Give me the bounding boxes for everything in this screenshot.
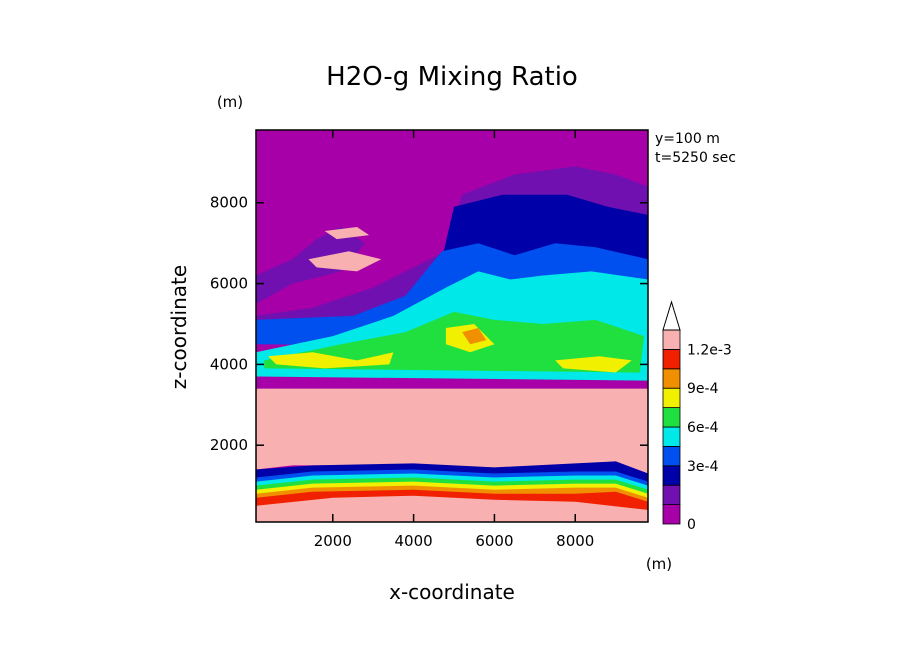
contour-region-13 <box>324 227 370 240</box>
info-line-y: y=100 m <box>655 131 720 147</box>
contour-region-12 <box>308 251 382 272</box>
colorbar-band-2 <box>662 465 681 486</box>
contour-region-2 <box>256 227 366 304</box>
x-ticks: 2000 4000 6000 8000 <box>314 130 594 550</box>
colorbar-band-7 <box>662 368 681 389</box>
plot-frame <box>255 129 649 523</box>
contour-field <box>256 130 648 522</box>
y-ticks: 2000 4000 6000 8000 <box>210 194 648 454</box>
x-tick-label: 4000 <box>395 532 433 550</box>
colorbar-band-1 <box>662 484 681 506</box>
y-unit-label: (m) <box>217 93 243 111</box>
colorbar-band-4 <box>662 426 681 447</box>
x-unit-label: (m) <box>646 555 672 573</box>
chart-title: H2O-g Mixing Ratio <box>326 62 578 92</box>
y-tick-label: 8000 <box>210 194 248 212</box>
colorbar-tick-label: 1.2e-3 <box>687 342 732 358</box>
colorbar: 0 3e-4 6e-4 9e-4 1.2e-3 <box>662 300 732 533</box>
contour-region-11 <box>462 328 487 345</box>
colorbar-tick-label: 0 <box>687 517 696 533</box>
colorbar-band-0 <box>662 504 681 525</box>
colorbar-tick-label: 3e-4 <box>687 459 719 475</box>
y-tick-label: 6000 <box>210 275 248 293</box>
colorbar-tick-label: 9e-4 <box>687 381 719 397</box>
colorbar-band-6 <box>662 387 681 409</box>
colorbar-band-3 <box>662 445 681 467</box>
contour-region-8 <box>268 352 394 369</box>
x-axis-title: x-coordinate <box>389 580 515 604</box>
colorbar-extend-arrow <box>662 300 681 331</box>
contour-region-14 <box>256 388 648 474</box>
colorbar-band-9 <box>662 329 681 350</box>
colorbar-band-8 <box>662 348 681 370</box>
colorbar-tick-label: 6e-4 <box>687 420 719 436</box>
x-tick-label: 8000 <box>556 532 594 550</box>
contour-region-22 <box>256 495 648 522</box>
y-axis-title: z-coordinate <box>167 265 191 389</box>
y-tick-label: 4000 <box>210 355 248 373</box>
contour-region-10 <box>555 356 632 373</box>
colorbar-band-5 <box>662 407 681 428</box>
x-tick-label: 6000 <box>475 532 513 550</box>
x-tick-label: 2000 <box>314 532 352 550</box>
info-line-t: t=5250 sec <box>655 150 736 166</box>
y-tick-label: 2000 <box>210 436 248 454</box>
